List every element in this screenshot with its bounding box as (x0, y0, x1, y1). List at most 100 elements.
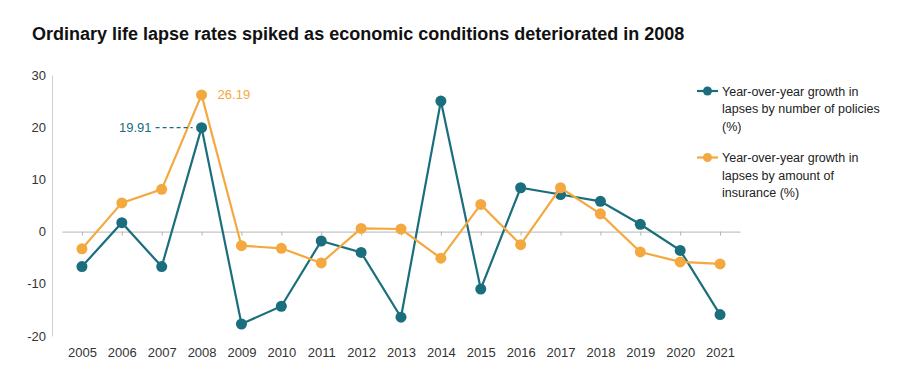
x-tick (202, 232, 203, 236)
series-marker (196, 89, 207, 100)
x-tick-mark (441, 232, 442, 236)
x-tick-label: 2017 (547, 345, 576, 360)
legend-marker (703, 153, 712, 162)
x-tick-label: 2005 (68, 345, 97, 360)
legend-marker (703, 87, 712, 96)
x-tick: 2007 (148, 344, 177, 360)
x-tick-mark (680, 232, 681, 236)
x-tick (521, 232, 522, 236)
series-marker (675, 256, 686, 267)
series-marker (435, 96, 446, 107)
legend-label-line: Year-over-year growth in (722, 151, 858, 165)
annotations: 19.9126.19 (119, 87, 250, 135)
x-tick-label: 2021 (706, 345, 735, 360)
series-marker (156, 184, 167, 195)
legend-label-line: (%) (722, 120, 741, 134)
x-tick: 2013 (387, 344, 416, 360)
x-tick-mark (162, 232, 163, 236)
x-tick-mark (481, 232, 482, 236)
legend: Year-over-year growth in lapses by number… (697, 85, 880, 201)
x-tick-label: 2016 (507, 345, 536, 360)
x-tick-mark (600, 232, 601, 236)
x-tick (481, 232, 482, 236)
series-marker (76, 243, 87, 254)
x-tick-label: 2011 (308, 345, 336, 360)
series-marker (236, 240, 247, 251)
series-marker (475, 284, 486, 295)
series-marker (675, 245, 686, 256)
x-tick: 2016 (507, 344, 536, 360)
series-marker (196, 122, 207, 133)
series-marker (475, 199, 486, 210)
series-marker (396, 312, 407, 323)
title: Ordinary life lapse rates spiked as econ… (32, 24, 684, 44)
x-tick: 2010 (267, 344, 296, 360)
series-marker (635, 219, 646, 230)
series-marker (156, 261, 167, 272)
series-marker (316, 257, 327, 268)
legend-entry: Year-over-year growth inlapses by number… (697, 85, 880, 134)
x-tick: 2017 (547, 344, 576, 360)
series-marker (715, 309, 726, 320)
chart-container: Ordinary life lapse rates spiked as econ… (0, 0, 900, 380)
y-tick: 20 (32, 120, 52, 135)
series-marker (276, 243, 287, 254)
y-tick: -10 (27, 276, 52, 291)
plot-area (76, 89, 725, 329)
x-tick (241, 232, 242, 236)
x-tick (720, 232, 721, 236)
series (76, 96, 725, 330)
x-tick-label: 2018 (586, 345, 615, 360)
x-tick (281, 232, 282, 236)
series-marker (356, 247, 367, 258)
y-tick-label: -20 (27, 329, 46, 344)
x-tick (640, 232, 641, 236)
y-tick: -20 (27, 329, 52, 344)
series-marker (435, 253, 446, 264)
annotation: 19.91 (119, 120, 152, 135)
x-tick: 2005 (68, 344, 97, 360)
x-tick: 2009 (228, 344, 257, 360)
x-tick: 2021 (706, 344, 735, 360)
x-tick-mark (202, 232, 203, 236)
x-tick (680, 232, 681, 236)
y-tick: 0 (39, 224, 52, 239)
x-tick (600, 232, 601, 236)
y-tick-label: 20 (32, 120, 46, 135)
x-tick (561, 232, 562, 236)
series-marker (276, 301, 287, 312)
series-marker (356, 223, 367, 234)
series-marker (515, 239, 526, 250)
x-tick (122, 232, 123, 236)
y-axis: -20-100102030 (27, 68, 52, 344)
legend-label-line: insurance (%) (722, 186, 799, 200)
x-tick-mark (521, 232, 522, 236)
x-tick (321, 232, 322, 236)
x-tick-label: 2007 (148, 345, 177, 360)
legend-label-line: lapses by amount of (722, 169, 834, 183)
y-tick-label: 0 (39, 224, 46, 239)
x-tick: 2020 (666, 344, 695, 360)
x-tick-label: 2008 (188, 345, 217, 360)
x-tick-mark (561, 232, 562, 236)
x-tick (82, 232, 83, 236)
series-marker (116, 217, 127, 228)
series-marker (555, 182, 566, 193)
series-marker (76, 261, 87, 272)
x-tick-label: 2010 (267, 345, 296, 360)
x-tick-label: 2014 (427, 345, 456, 360)
series-line (82, 95, 720, 264)
x-tick-mark (720, 232, 721, 236)
x-tick-mark (82, 232, 83, 236)
x-tick-mark (281, 232, 282, 236)
y-tick: 30 (32, 68, 52, 83)
x-tick: 2015 (467, 344, 496, 360)
x-axis-labels: 2005200620072008200920102011201220132014… (68, 344, 735, 360)
x-tick-mark (241, 232, 242, 236)
x-tick-mark (640, 232, 641, 236)
legend-label-line: lapses by number of policies (722, 102, 880, 116)
y-tick-label: 30 (32, 68, 46, 83)
series (76, 89, 725, 269)
x-tick-label: 2019 (626, 345, 655, 360)
x-tick: 2006 (108, 344, 137, 360)
